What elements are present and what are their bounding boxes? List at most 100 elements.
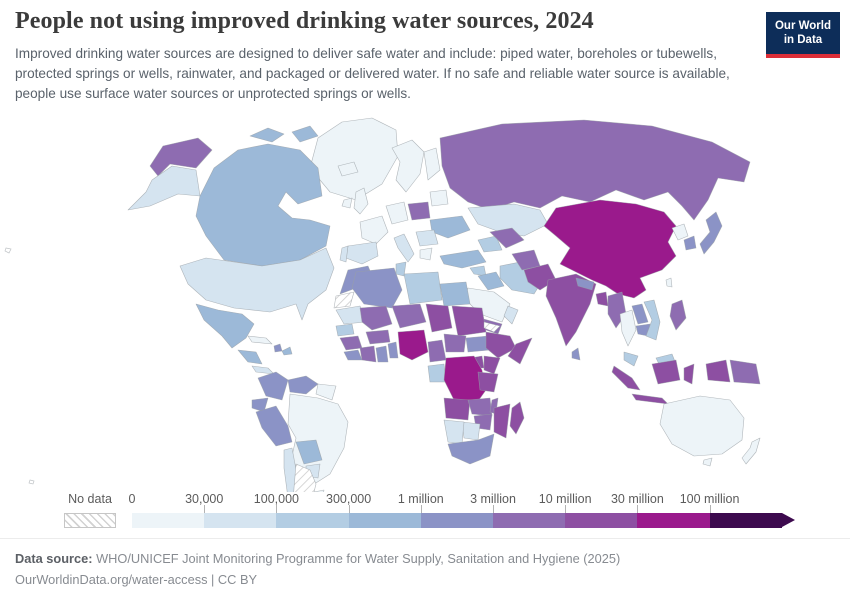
country-peru[interactable] xyxy=(255,405,293,447)
legend-bin-5[interactable] xyxy=(492,513,566,528)
country-china[interactable] xyxy=(543,199,677,299)
country-burkina-faso[interactable] xyxy=(365,329,391,345)
legend-bin-4[interactable] xyxy=(420,513,493,528)
country-spain[interactable] xyxy=(345,241,379,265)
country-iceland[interactable] xyxy=(337,161,359,177)
country-italy[interactable] xyxy=(393,233,415,263)
country-democratic-republic-of-congo[interactable] xyxy=(443,355,487,405)
country-south-korea[interactable] xyxy=(683,235,697,251)
country-ethiopia[interactable] xyxy=(485,331,517,359)
country-indonesia[interactable] xyxy=(611,365,641,391)
country-guinea[interactable] xyxy=(339,335,363,351)
country-nepal[interactable] xyxy=(575,277,595,291)
country-north-korea[interactable] xyxy=(671,223,689,241)
country-sierra-leone[interactable] xyxy=(343,349,363,361)
country-eritrea[interactable] xyxy=(483,321,501,333)
country-niger[interactable] xyxy=(391,303,427,329)
owid-logo[interactable]: Our World in Data xyxy=(766,12,840,58)
country-namibia[interactable] xyxy=(443,419,465,445)
country-turkmenistan[interactable] xyxy=(477,235,503,253)
country-vietnam[interactable] xyxy=(643,299,661,341)
country-sudan[interactable] xyxy=(451,305,487,337)
country-canada[interactable] xyxy=(249,127,285,143)
country-poland[interactable] xyxy=(407,201,431,221)
country-haiti[interactable] xyxy=(273,343,283,353)
country-guatemala[interactable] xyxy=(237,349,263,365)
country-brazil[interactable] xyxy=(287,393,349,489)
legend-bin-8[interactable] xyxy=(709,513,782,528)
country-germany[interactable] xyxy=(385,201,409,225)
country-venezuela[interactable] xyxy=(287,375,319,395)
country-tanzania[interactable] xyxy=(477,371,499,393)
country-egypt[interactable] xyxy=(439,281,471,307)
country-nigeria[interactable] xyxy=(397,329,429,361)
legend-bin-7[interactable] xyxy=(637,513,710,528)
legend-color-bar[interactable] xyxy=(132,513,795,528)
country-indonesia[interactable] xyxy=(683,363,695,385)
country-japan[interactable] xyxy=(699,211,723,255)
country-greece[interactable] xyxy=(419,247,433,261)
country-kenya[interactable] xyxy=(483,355,501,375)
country-south-africa[interactable] xyxy=(447,433,495,465)
country-laos[interactable] xyxy=(631,303,649,325)
country-united-states[interactable] xyxy=(127,165,201,211)
country-dominican-republic[interactable] xyxy=(281,346,293,356)
legend-bin-0[interactable] xyxy=(132,513,205,528)
country-france[interactable] xyxy=(359,215,389,245)
choropleth-svg[interactable] xyxy=(0,108,850,555)
country-philippines[interactable] xyxy=(669,299,687,331)
world-map[interactable] xyxy=(0,108,850,555)
country-senegal[interactable] xyxy=(335,323,355,337)
country-taiwan[interactable] xyxy=(665,277,673,288)
country-australia[interactable] xyxy=(659,395,745,457)
country-australia[interactable] xyxy=(702,457,713,467)
country-canada[interactable] xyxy=(291,125,319,143)
country-greenland[interactable] xyxy=(309,117,399,201)
country-ireland[interactable] xyxy=(341,197,353,209)
country-ghana[interactable] xyxy=(375,345,389,363)
country-indonesia[interactable] xyxy=(631,393,669,405)
country-western-sahara[interactable] xyxy=(333,291,355,309)
country-ukraine[interactable] xyxy=(429,215,471,239)
legend-no-data-swatch[interactable] xyxy=(64,513,116,528)
country-iraq[interactable] xyxy=(477,271,505,291)
map-legend[interactable]: No data 0 30,000 100,000 300,000 1 million 3 … xyxy=(0,492,850,536)
country-zambia[interactable] xyxy=(467,397,493,417)
footer-link-line[interactable]: OurWorldinData.org/water-access | CC BY xyxy=(15,572,258,588)
country-cameroon[interactable] xyxy=(427,339,447,363)
country-russia[interactable] xyxy=(149,137,213,177)
country-oman[interactable] xyxy=(503,305,519,325)
country-algeria[interactable] xyxy=(351,267,403,309)
country-india[interactable] xyxy=(545,273,597,347)
country-romania[interactable] xyxy=(415,229,439,247)
country-panama[interactable] xyxy=(251,365,275,375)
country-uzbekistan[interactable] xyxy=(489,227,525,249)
country-canada[interactable] xyxy=(195,143,331,267)
country-united-kingdom[interactable] xyxy=(353,187,369,215)
country-portugal[interactable] xyxy=(339,245,349,263)
country-bolivia[interactable] xyxy=(295,439,323,465)
country-kazakhstan[interactable] xyxy=(467,203,549,237)
country-cuba[interactable] xyxy=(247,335,273,345)
country-somalia[interactable] xyxy=(507,337,533,365)
country-chad[interactable] xyxy=(425,303,453,333)
country-bangladesh[interactable] xyxy=(595,291,609,307)
legend-bin-2[interactable] xyxy=(276,513,349,528)
country-united-states[interactable] xyxy=(179,247,335,321)
country-turkey[interactable] xyxy=(439,249,487,269)
country-tunisia[interactable] xyxy=(395,261,407,277)
country-angola[interactable] xyxy=(443,397,471,421)
country-thailand[interactable] xyxy=(619,309,637,347)
legend-bin-1[interactable] xyxy=(204,513,277,528)
country-malaysia[interactable] xyxy=(623,351,639,367)
country-mali[interactable] xyxy=(359,305,393,331)
country-indonesia[interactable] xyxy=(705,359,731,383)
country-indonesia[interactable] xyxy=(651,359,681,385)
country-finland[interactable] xyxy=(423,147,441,181)
country-new-zealand[interactable] xyxy=(741,437,761,465)
country-mexico[interactable] xyxy=(195,303,255,349)
country-gabon[interactable] xyxy=(427,363,447,383)
country-sri-lanka[interactable] xyxy=(571,347,581,361)
country-benin[interactable] xyxy=(387,341,399,359)
country-libya[interactable] xyxy=(403,271,443,305)
